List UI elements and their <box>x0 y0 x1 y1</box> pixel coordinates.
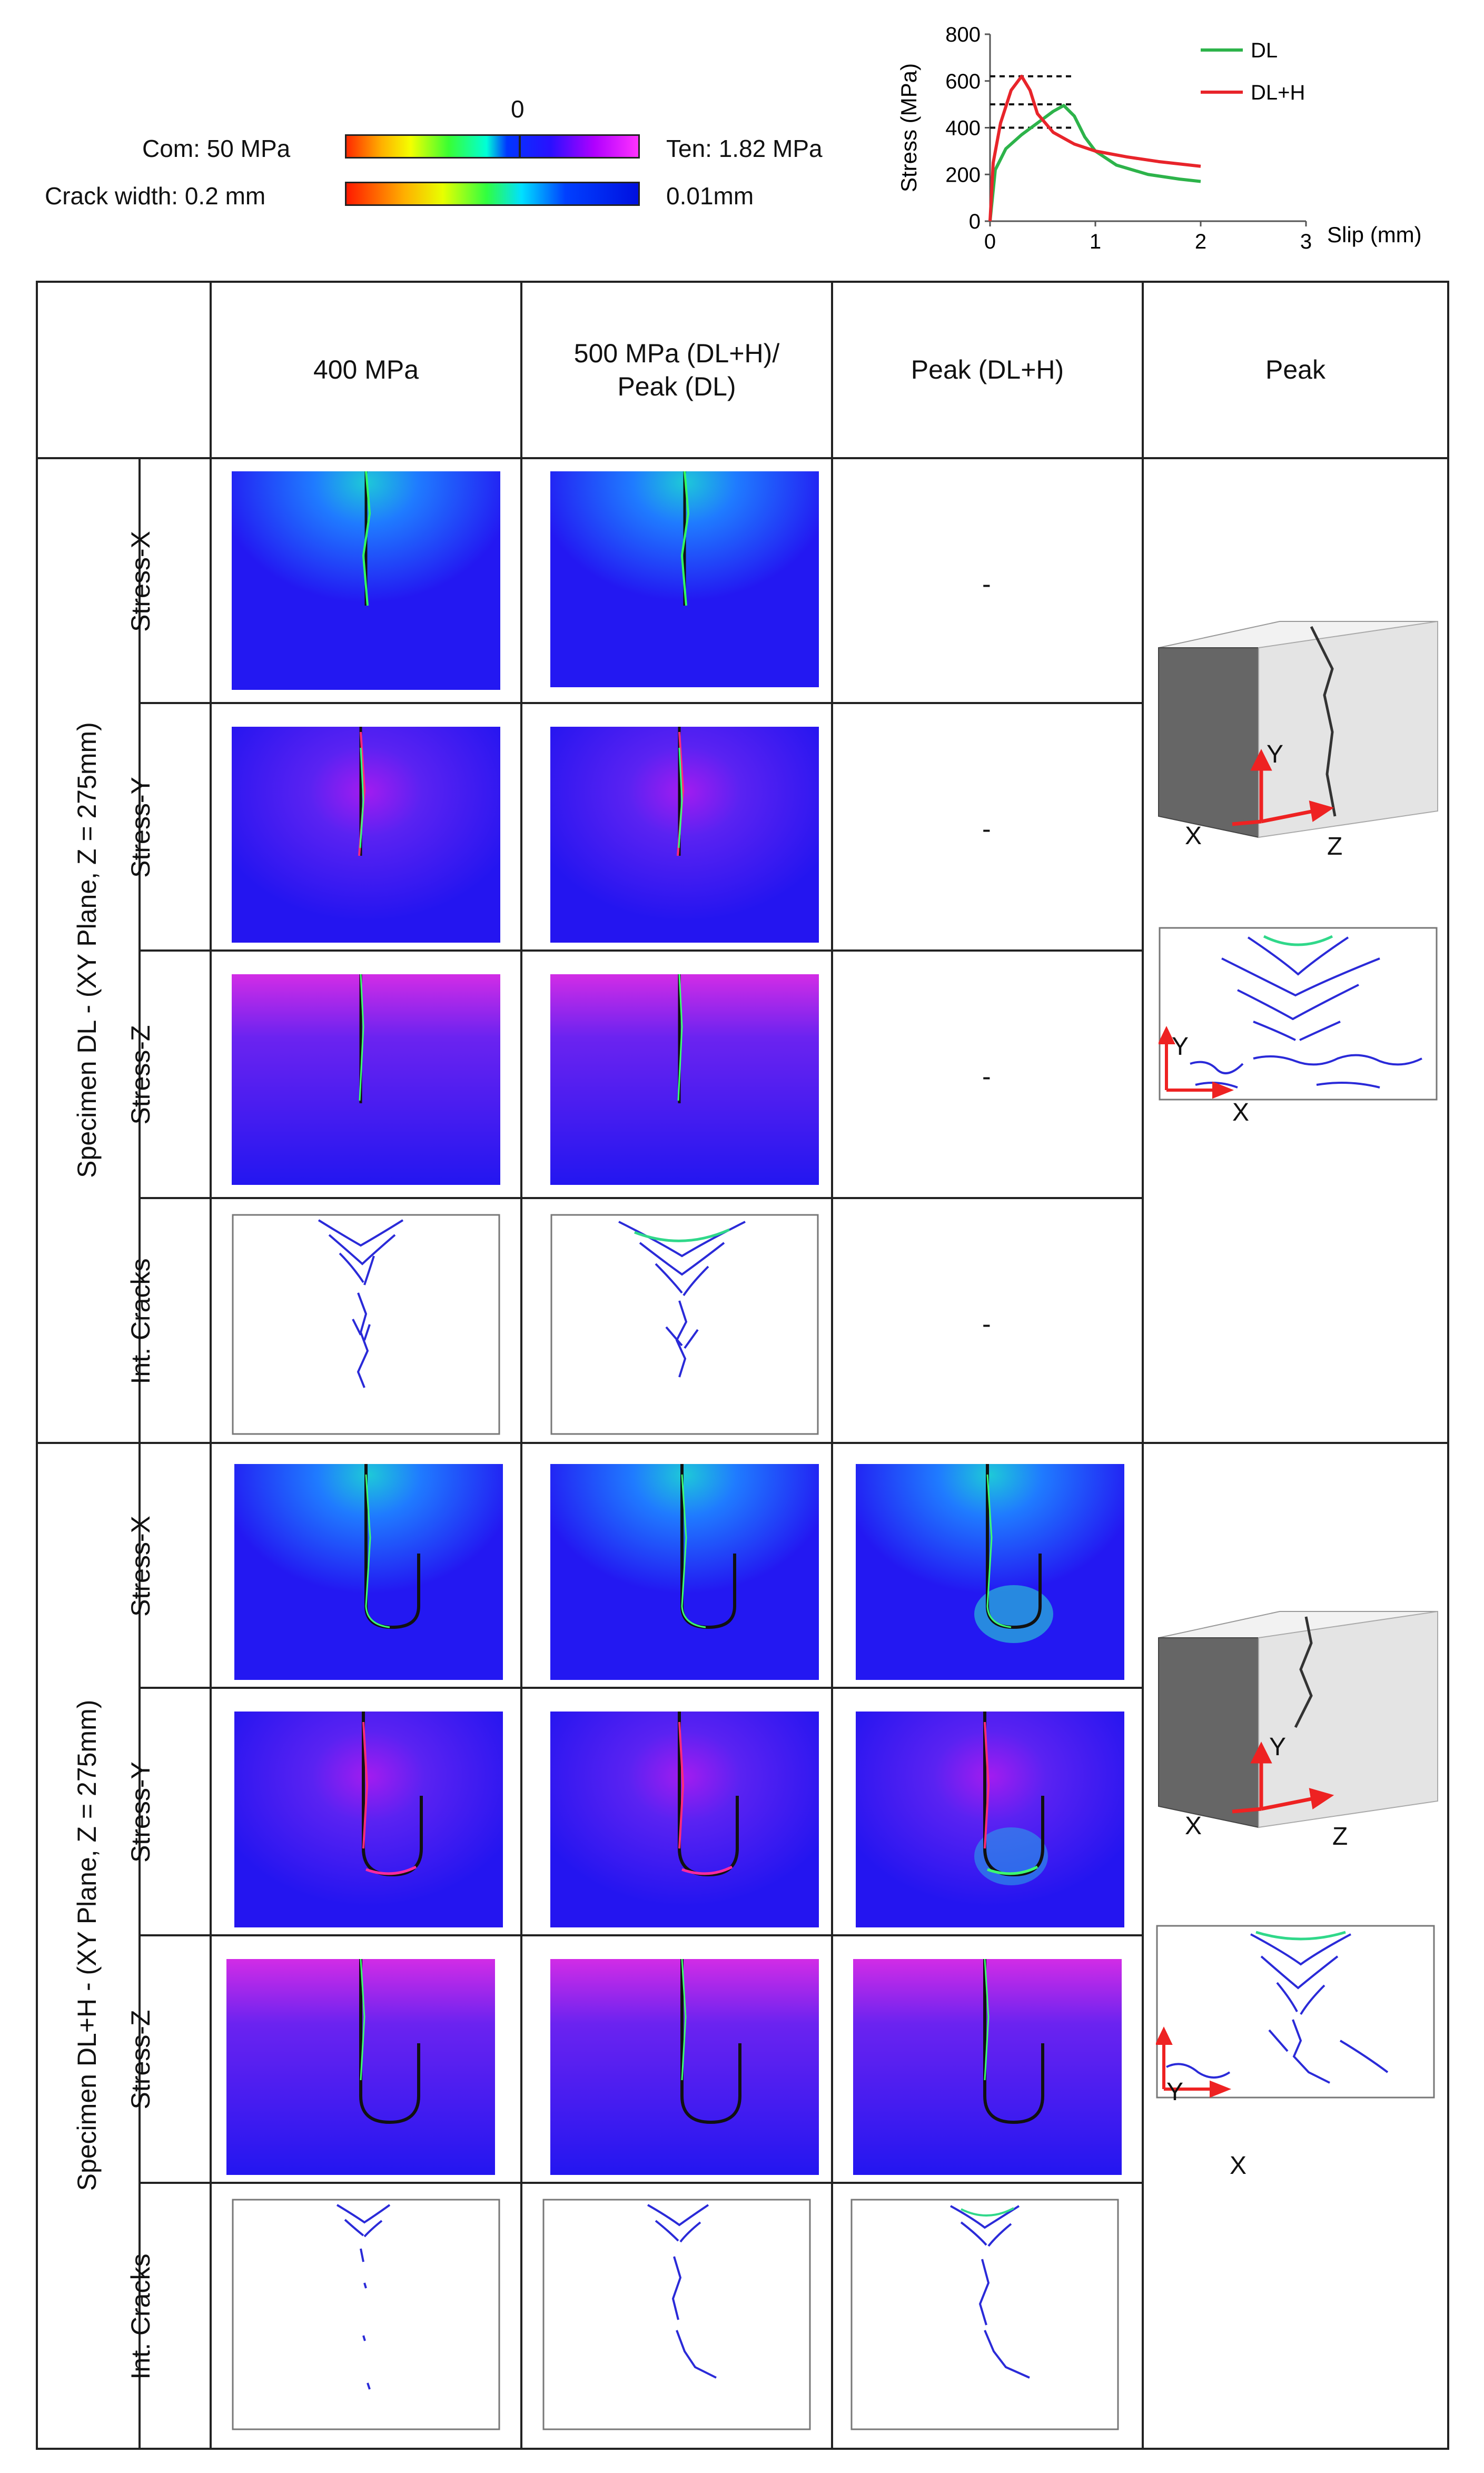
stress-x-map <box>234 1464 503 1680</box>
internal-cracks-map <box>232 1214 500 1435</box>
stress-ten-label: Ten: 1.82 MPa <box>666 135 823 162</box>
crack-min-label: 0.01mm <box>666 182 754 210</box>
x-tick-label: 2 <box>1195 230 1206 253</box>
crack-colorbar <box>345 182 640 206</box>
row-label-int-cracks: Int. Cracks <box>126 1258 155 1384</box>
crack-width-label: Crack width: 0.2 mm <box>45 182 266 210</box>
y-tick-label: 800 <box>945 23 981 46</box>
stress-y-map <box>856 1712 1124 1927</box>
row-label-stress-z: Stress-Z <box>126 1025 155 1125</box>
y-tick-label: 200 <box>945 163 981 186</box>
stress-z-map <box>550 1959 819 2175</box>
peak-cracks-map <box>1156 1925 1435 2099</box>
stress-z-map <box>232 974 500 1185</box>
row-label-stress-y: Stress-Y <box>126 777 155 878</box>
axis-label-y: Y <box>1269 1733 1287 1761</box>
stress-slip-chart: 0 200 400 600 800 0 1 2 3 Slip (mm) Stress (MPa) DL… <box>896 23 1422 253</box>
axis-label-y: Y <box>1166 2078 1184 2106</box>
legend-label: DL+H <box>1251 81 1305 104</box>
column-header-peak: Peak <box>1265 355 1325 385</box>
stress-z-map <box>550 974 819 1185</box>
group-label-dlh: Specimen DL+H - (XY Plane, Z = 275mm) <box>72 1699 102 2191</box>
column-header-peak-dlh: Peak (DL+H) <box>911 355 1064 385</box>
series-line-dlh <box>988 74 1201 222</box>
column-header-400mpa: 400 MPa <box>313 355 419 385</box>
axis-label-y: Y <box>1172 1033 1189 1061</box>
axis-label-z: Z <box>1332 1823 1348 1851</box>
internal-cracks-map <box>550 1214 819 1435</box>
stress-y-map <box>232 727 500 943</box>
axis-label-x: X <box>1230 2152 1247 2180</box>
row-label-stress-x: Stress-X <box>126 1516 155 1617</box>
stress-z-map <box>853 1959 1122 2175</box>
legend-label: DL <box>1251 39 1278 62</box>
series-line-dl <box>988 104 1201 222</box>
stress-y-map <box>550 1712 819 1927</box>
row-label-int-cracks: Int. Cracks <box>126 2253 155 2380</box>
y-axis-label: Stress (MPa) <box>896 63 921 192</box>
axis-label-x: X <box>1185 822 1202 850</box>
stress-colorbar <box>345 134 640 159</box>
stress-y-map <box>550 727 819 943</box>
stress-com-label: Com: 50 MPa <box>142 135 291 162</box>
specimen-cube-3d <box>1158 620 1438 838</box>
internal-cracks-map <box>850 2199 1119 2430</box>
row-label-stress-x: Stress-X <box>126 531 155 632</box>
x-tick-label: 3 <box>1300 230 1312 253</box>
group-label-dl: Specimen DL - (XY Plane, Z = 275mm) <box>72 722 102 1178</box>
axis-label-y: Y <box>1267 740 1284 768</box>
stress-x-map <box>550 1464 819 1680</box>
y-tick-label: 600 <box>945 70 981 93</box>
row-label-stress-y: Stress-Y <box>126 1762 155 1863</box>
axis-label-x: X <box>1185 1812 1202 1840</box>
stress-x-map <box>856 1464 1124 1680</box>
internal-cracks-map <box>232 2199 500 2430</box>
stress-y-map <box>234 1712 503 1927</box>
stress-zero-label: 0 <box>511 95 525 123</box>
stress-z-map <box>226 1959 495 2175</box>
stress-x-map <box>232 471 500 690</box>
missing-value-dash: - <box>982 569 991 599</box>
missing-value-dash: - <box>982 1062 991 1091</box>
y-tick-label: 400 <box>945 117 981 140</box>
axis-label-z: Z <box>1327 833 1343 860</box>
axis-label-x: X <box>1232 1099 1250 1126</box>
peak-cracks-map <box>1159 927 1438 1101</box>
x-axis-label: Slip (mm) <box>1327 222 1422 247</box>
x-tick-label: 0 <box>984 230 996 253</box>
row-label-stress-z: Stress-Z <box>126 2010 155 2110</box>
stress-zero-tick <box>519 134 521 159</box>
x-tick-label: 1 <box>1090 230 1101 253</box>
internal-cracks-map <box>542 2199 811 2430</box>
missing-value-dash: - <box>982 814 991 844</box>
y-tick-label: 0 <box>969 210 981 233</box>
stress-x-map <box>550 471 819 687</box>
missing-value-dash: - <box>982 1309 991 1339</box>
specimen-cube-3d <box>1158 1610 1438 1828</box>
column-header-500mpa: 500 MPa (DL+H)/ Peak (DL) <box>573 339 780 401</box>
